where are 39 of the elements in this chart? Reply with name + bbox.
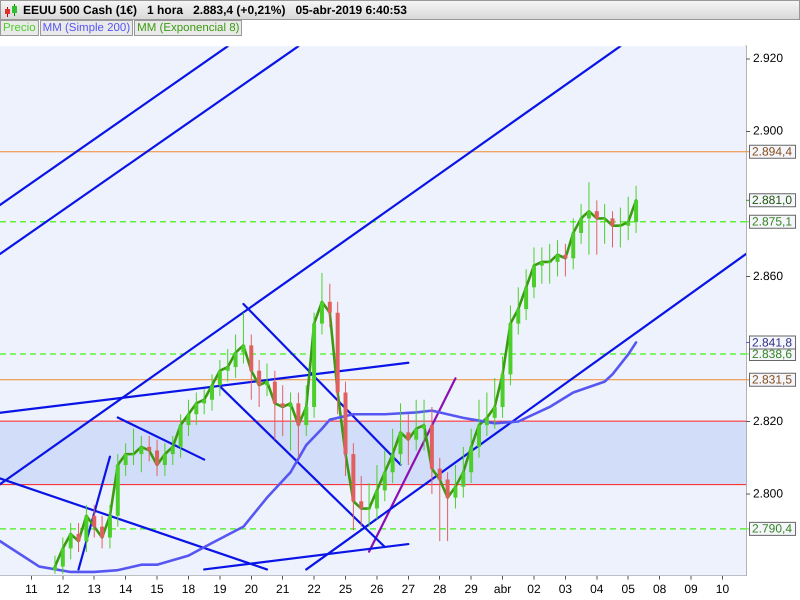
x-tick-label: 22 <box>307 582 322 596</box>
x-tick-label: abr <box>494 582 512 596</box>
ref-line-label: 2.838,6 <box>752 346 792 361</box>
x-tick-label: 25 <box>338 582 353 596</box>
x-tick-label: 21 <box>276 582 290 596</box>
x-tick-label: 26 <box>370 582 384 596</box>
x-tick-label: 29 <box>464 582 478 596</box>
text: 2.881,0 <box>752 193 792 208</box>
text: MM (Exponencial 8) <box>134 20 242 36</box>
text: Precio <box>0 20 39 36</box>
x-tick-label: 10 <box>716 582 730 596</box>
y-tick-label: 2.900 <box>753 124 784 138</box>
x-tick-label: 05 <box>622 582 636 596</box>
ref-line-label: 2.790,4 <box>752 522 792 536</box>
x-tick-label: 27 <box>402 582 416 596</box>
x-tick-label: 04 <box>590 582 604 596</box>
y-tick-label: 2.800 <box>753 486 784 500</box>
ref-line-label: 2.875,1 <box>752 214 792 229</box>
y-tick-label: 2.820 <box>753 414 784 428</box>
text: MM (Simple 200) <box>40 20 134 36</box>
x-tick-label: 14 <box>118 582 133 596</box>
x-tick-label: 02 <box>527 582 541 596</box>
x-tick-label: 18 <box>182 582 196 596</box>
y-tick-label: 2.860 <box>753 268 784 283</box>
x-tick-label: 28 <box>433 582 447 596</box>
x-tick-label: 11 <box>25 582 38 596</box>
y-tick-label: 2.920 <box>753 51 784 66</box>
x-tick-label: 08 <box>652 582 667 596</box>
x-tick-label: 03 <box>558 582 572 596</box>
x-tick-label: 09 <box>684 582 698 596</box>
x-tick-label: 12 <box>56 582 70 596</box>
ref-line-label: 2.831,5 <box>752 372 792 387</box>
x-tick-label: 19 <box>213 582 227 596</box>
x-tick-label: 15 <box>150 582 164 596</box>
x-tick-label: 20 <box>244 582 258 596</box>
ref-line-label: 2.894,4 <box>752 144 792 159</box>
text: 2.841,8 <box>752 335 792 350</box>
x-tick-label: 13 <box>88 582 102 596</box>
chart-title: EEUU 500 Cash (1€) 1 hora 2.883,4 (+0,21%) 05-abr-2019 6:40:53 <box>23 2 407 19</box>
